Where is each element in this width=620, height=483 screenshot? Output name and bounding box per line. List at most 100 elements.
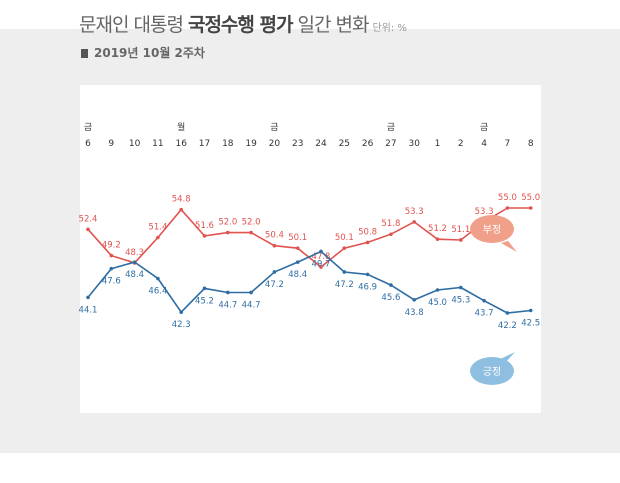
data-label-negative: 47.8 — [312, 252, 331, 262]
data-point-positive — [319, 249, 323, 254]
data-point-positive — [365, 272, 370, 277]
data-point-positive — [528, 308, 533, 313]
data-point-positive — [482, 298, 486, 303]
data-label-positive: 49.7 — [312, 259, 331, 269]
legend-bubble-positive — [470, 357, 514, 385]
data-label-negative: 53.3 — [405, 207, 424, 217]
data-label-positive: 48.4 — [125, 270, 144, 280]
data-label-negative: 55.0 — [498, 193, 517, 203]
chart-subtitle: 2019년 10월 2주차 — [81, 44, 205, 61]
data-label-positive: 42.3 — [172, 320, 191, 330]
data-point-positive — [156, 276, 160, 281]
x-tick-label: 30 — [408, 139, 420, 149]
data-label-negative: 53.3 — [475, 207, 494, 217]
x-tick-label: 23 — [292, 139, 303, 149]
legend-label-negative: 부정 — [483, 224, 501, 236]
x-tick-label: 6 — [85, 139, 91, 149]
data-label-positive: 42.2 — [498, 321, 517, 331]
data-label-positive: 47.2 — [265, 280, 284, 290]
data-label-positive: 45.0 — [428, 298, 447, 308]
weekday-label: 월 — [177, 121, 185, 133]
data-point-negative — [389, 232, 393, 237]
data-label-negative: 55.0 — [521, 193, 540, 203]
data-label-positive: 43.7 — [475, 309, 494, 319]
data-point-negative — [342, 246, 347, 250]
data-label-positive: 48.4 — [288, 270, 307, 280]
data-label-negative: 52.0 — [218, 218, 237, 228]
data-point-positive — [272, 270, 277, 274]
legend-bubble-negative — [470, 215, 514, 243]
data-label-negative: 50.1 — [288, 233, 307, 243]
x-tick-label: 4 — [481, 139, 487, 149]
series-line-negative — [87, 207, 531, 269]
subtitle-text: 2019년 10월 2주차 — [94, 46, 205, 60]
data-point-negative — [528, 206, 533, 210]
x-tick-label: 7 — [505, 139, 511, 149]
data-label-negative: 52.4 — [79, 214, 98, 224]
title-prefix: 문재인 대통령 — [79, 14, 188, 36]
x-tick-label: 19 — [245, 139, 257, 149]
x-tick-label: 16 — [175, 139, 187, 149]
data-point-negative — [459, 238, 463, 242]
x-tick-label: 18 — [222, 139, 234, 149]
x-tick-label: 1 — [435, 139, 441, 149]
data-label-negative: 51.2 — [428, 224, 447, 234]
data-label-positive: 46.4 — [148, 287, 167, 297]
x-tick-label: 27 — [385, 139, 396, 149]
weekday-label: 금 — [270, 122, 278, 133]
data-point-positive — [109, 266, 114, 271]
subtitle-marker — [81, 49, 88, 58]
data-label-negative: 51.4 — [148, 223, 167, 233]
data-point-negative — [249, 230, 253, 235]
weekday-label: 금 — [387, 122, 395, 133]
data-label-negative: 52.0 — [242, 218, 261, 228]
data-label-negative: 51.1 — [451, 225, 470, 235]
data-point-positive — [86, 295, 90, 300]
data-label-negative: 51.8 — [381, 219, 400, 229]
data-point-positive — [435, 288, 440, 292]
data-label-negative: 49.2 — [102, 241, 121, 251]
data-label-positive: 45.3 — [451, 296, 470, 306]
data-label-negative: 50.1 — [335, 233, 354, 243]
x-tick-label: 17 — [199, 139, 210, 149]
data-point-positive — [179, 310, 183, 314]
data-label-negative: 48.3 — [125, 248, 144, 258]
data-label-negative: 50.4 — [265, 231, 284, 241]
data-point-negative — [412, 220, 417, 224]
data-point-positive — [226, 290, 230, 295]
title-suffix: 일간 변화 — [292, 14, 370, 36]
chart-title: 문재인 대통령 국정수행 평가 일간 변화 단위: % — [79, 10, 407, 37]
weekday-label: 금 — [480, 122, 488, 133]
data-point-positive — [132, 260, 137, 264]
data-point-negative — [272, 243, 277, 248]
x-tick-label: 25 — [339, 139, 350, 149]
series-line-positive — [87, 250, 531, 314]
data-point-negative — [505, 206, 510, 210]
x-tick-label: 20 — [269, 139, 281, 149]
data-point-positive — [202, 286, 207, 291]
data-label-positive: 44.1 — [79, 305, 98, 315]
x-tick-label: 24 — [315, 139, 327, 149]
plot-area — [80, 85, 541, 413]
data-point-positive — [505, 311, 510, 315]
data-point-positive — [459, 285, 463, 290]
data-point-negative — [226, 230, 230, 235]
x-tick-label: 11 — [152, 139, 163, 149]
unit-label: 단위: % — [372, 23, 407, 34]
title-emphasis: 국정수행 평가 — [187, 14, 293, 36]
data-label-positive: 43.8 — [405, 308, 424, 318]
data-point-positive — [295, 260, 300, 264]
data-label-positive: 46.9 — [358, 282, 377, 292]
data-label-negative: 50.8 — [358, 227, 377, 237]
data-point-negative — [202, 234, 207, 238]
data-point-negative — [295, 246, 300, 250]
data-point-negative — [435, 237, 440, 241]
data-label-positive: 47.6 — [102, 277, 121, 287]
legend-label-positive: 긍정 — [483, 366, 501, 378]
legend-bubble-tail-negative — [501, 241, 517, 252]
data-label-positive: 45.2 — [195, 296, 214, 306]
data-label-positive: 47.2 — [335, 280, 354, 290]
data-point-negative — [179, 207, 183, 212]
data-point-positive — [342, 270, 347, 274]
